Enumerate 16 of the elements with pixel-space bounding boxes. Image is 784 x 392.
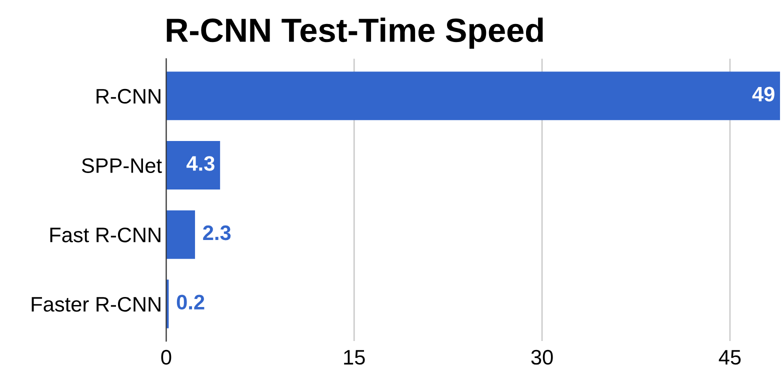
- y-tick-label: R-CNN: [96, 88, 160, 104]
- data-label: 0.2: [176, 294, 204, 310]
- y-tick-label: Faster R-CNN: [32, 296, 160, 312]
- data-label: 49: [752, 86, 774, 102]
- bar: [166, 140, 220, 190]
- x-tick-label: 15: [344, 350, 365, 365]
- y-tick-label: SPP-Net: [82, 158, 162, 173]
- bar: [166, 210, 196, 259]
- x-tick-label: 45: [718, 350, 741, 365]
- data-label: 2.3: [203, 225, 231, 240]
- x-tick-label: 30: [531, 350, 553, 365]
- x-tick-label: 0: [161, 350, 172, 365]
- y-tick-label: Fast R-CNN: [50, 228, 160, 242]
- data-label: 4.3: [186, 156, 214, 171]
- chart-title: R-CNN Test-Time Speed: [166, 18, 543, 49]
- bar: [166, 72, 780, 120]
